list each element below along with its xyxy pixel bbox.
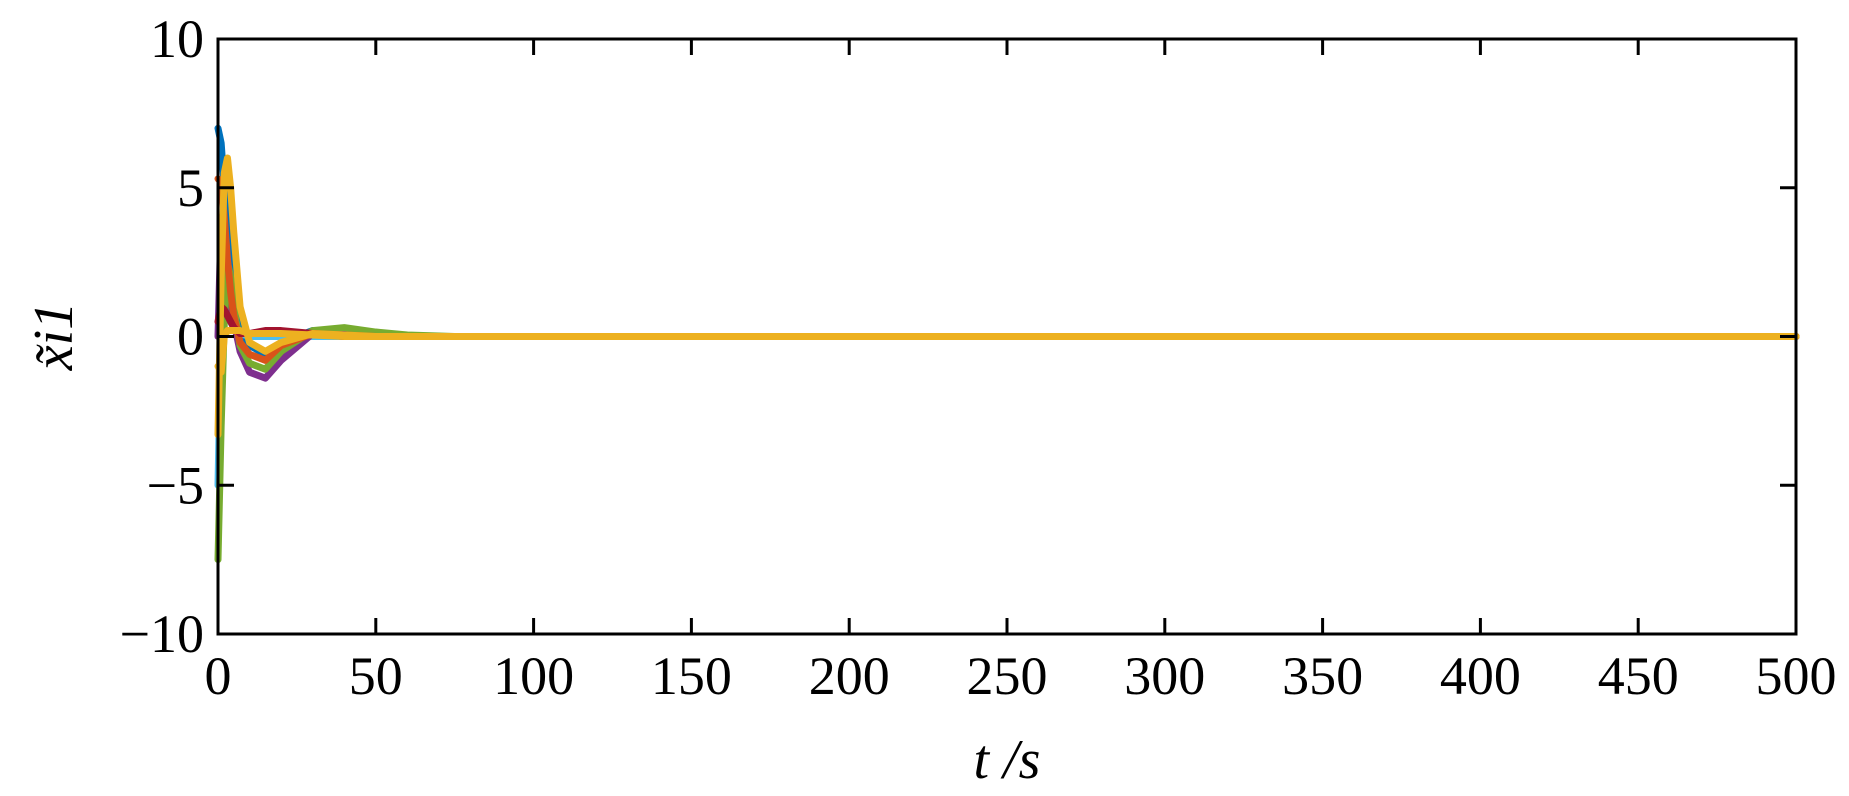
- x-tick-label: 500: [1756, 646, 1837, 706]
- y-tick-label: −10: [120, 604, 204, 664]
- x-tick-label: 50: [349, 646, 403, 706]
- x-tick-label: 350: [1282, 646, 1363, 706]
- series-line: [214, 214, 1800, 382]
- series-line: [214, 303, 1800, 340]
- y-tick-label: 5: [177, 158, 204, 218]
- x-tick-label: 400: [1440, 646, 1521, 706]
- series-line: [214, 258, 1800, 564]
- x-tick-label: 250: [967, 646, 1048, 706]
- y-axis-label: x̃i1: [23, 302, 85, 371]
- series-line: [214, 154, 1800, 439]
- y-tick-label: 10: [150, 9, 204, 69]
- x-tick-label: 100: [493, 646, 574, 706]
- x-tick-label: 450: [1598, 646, 1679, 706]
- x-tick-label: 300: [1124, 646, 1205, 706]
- x-tick-label: 0: [205, 646, 232, 706]
- x-axis-label: t /s: [974, 729, 1041, 791]
- y-tick-label: −5: [147, 455, 204, 515]
- series-line: [214, 124, 1800, 358]
- x-tick-label: 150: [651, 646, 732, 706]
- x-tick-label: 200: [809, 646, 890, 706]
- y-tick-label: 0: [177, 307, 204, 367]
- series-line: [214, 327, 1800, 376]
